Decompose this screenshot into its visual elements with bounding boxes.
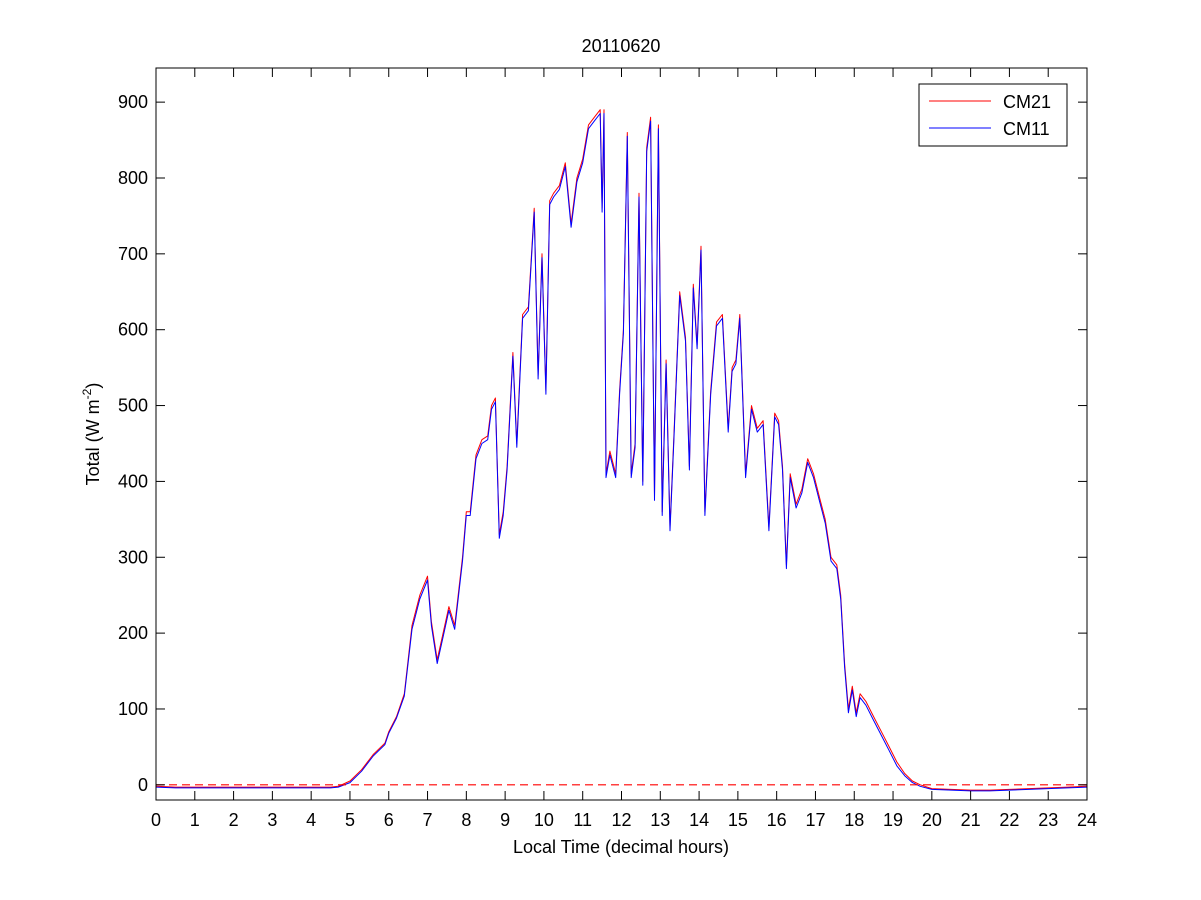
x-tick-label: 23 (1038, 810, 1058, 830)
legend-label-cm11: CM11 (1003, 119, 1050, 139)
y-tick-label: 200 (118, 623, 148, 643)
x-tick-label: 1 (190, 810, 200, 830)
legend: CM21 CM11 (918, 83, 1068, 147)
x-tick-label: 3 (267, 810, 277, 830)
legend-label-cm21: CM21 (1003, 92, 1051, 112)
y-tick-label: 300 (118, 547, 148, 567)
series-layer (155, 109, 1088, 792)
y-tick-label: 900 (118, 92, 148, 112)
x-tick-label: 8 (461, 810, 471, 830)
y-axis-ticks: 0 100 200 300 400 500 600 700 800 900 (118, 92, 1087, 795)
x-tick-label: 16 (767, 810, 787, 830)
x-tick-label: 17 (805, 810, 825, 830)
plot-area (156, 68, 1087, 800)
y-tick-label: 700 (118, 244, 148, 264)
x-tick-label: 2 (229, 810, 239, 830)
y-tick-label: 100 (118, 699, 148, 719)
y-axis-label-superscript: -2 (80, 388, 94, 399)
x-tick-label: 24 (1077, 810, 1097, 830)
x-tick-label: 7 (423, 810, 433, 830)
x-axis-ticks: 0 1 2 3 4 5 6 7 8 9 10 11 12 13 14 15 16 17 18 19 20 21 22 23 24 (151, 68, 1097, 830)
y-tick-label: 0 (138, 775, 148, 795)
x-tick-label: 4 (306, 810, 316, 830)
x-tick-label: 0 (151, 810, 161, 830)
y-axis-label-close: ) (83, 383, 103, 389)
x-tick-label: 6 (384, 810, 394, 830)
y-tick-label: 500 (118, 396, 148, 416)
x-tick-label: 5 (345, 810, 355, 830)
x-tick-label: 14 (689, 810, 709, 830)
x-tick-label: 11 (573, 810, 592, 830)
y-tick-label: 400 (118, 471, 148, 491)
y-axis-label-base: Total (W m (83, 399, 103, 485)
x-axis-label: Local Time (decimal hours) (513, 837, 729, 857)
y-tick-label: 800 (118, 168, 148, 188)
legend-box (918, 83, 1068, 147)
x-tick-label: 15 (728, 810, 748, 830)
x-tick-label: 13 (650, 810, 670, 830)
chart-title: 20110620 (582, 36, 661, 56)
y-tick-label: 600 (118, 320, 148, 340)
x-tick-label: 9 (500, 810, 510, 830)
y-axis-label: Total (W m-2) (80, 383, 103, 486)
x-tick-label: 19 (883, 810, 903, 830)
x-tick-label: 12 (611, 810, 631, 830)
x-tick-label: 18 (844, 810, 864, 830)
x-tick-label: 22 (999, 810, 1019, 830)
x-tick-label: 21 (961, 810, 981, 830)
x-tick-label: 20 (922, 810, 942, 830)
x-tick-label: 10 (534, 810, 554, 830)
series-line-cm11 (155, 113, 1088, 792)
